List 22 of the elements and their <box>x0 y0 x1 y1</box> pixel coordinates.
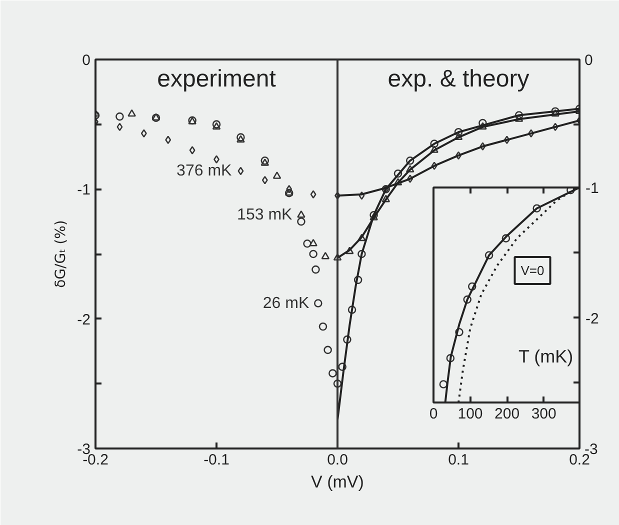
x-tick-label: -0.1 <box>204 452 230 468</box>
y-axis-title: δG/Gₜ (%) <box>53 220 70 288</box>
x-tick-label: 0.2 <box>569 452 590 468</box>
x-tick-label: 0 <box>429 406 438 422</box>
x-axis-title: V (mV) <box>311 472 364 492</box>
y-tick-label: -1 <box>77 182 91 199</box>
y-tick-label: -1 <box>586 180 599 197</box>
x-tick-label: 200 <box>494 406 520 422</box>
x-tick-label: 0.1 <box>448 452 469 468</box>
annotation: experiment <box>157 66 276 92</box>
x-tick-label: 100 <box>458 406 483 422</box>
y-tick-label: 0 <box>82 52 90 69</box>
y-tick-label: -2 <box>586 310 599 328</box>
annotation: V=0 <box>520 263 544 278</box>
x-axis-title: T (mK) <box>518 346 574 366</box>
y-tick-label: -2 <box>77 311 91 328</box>
x-tick-label: 300 <box>531 406 556 422</box>
annotation: exp. & theory <box>388 66 530 92</box>
series-label: 26 mK <box>262 294 310 312</box>
series-label: 376 mK <box>176 162 232 180</box>
x-tick-label: 0.0 <box>327 452 348 468</box>
series-label: 153 mK <box>237 206 293 224</box>
